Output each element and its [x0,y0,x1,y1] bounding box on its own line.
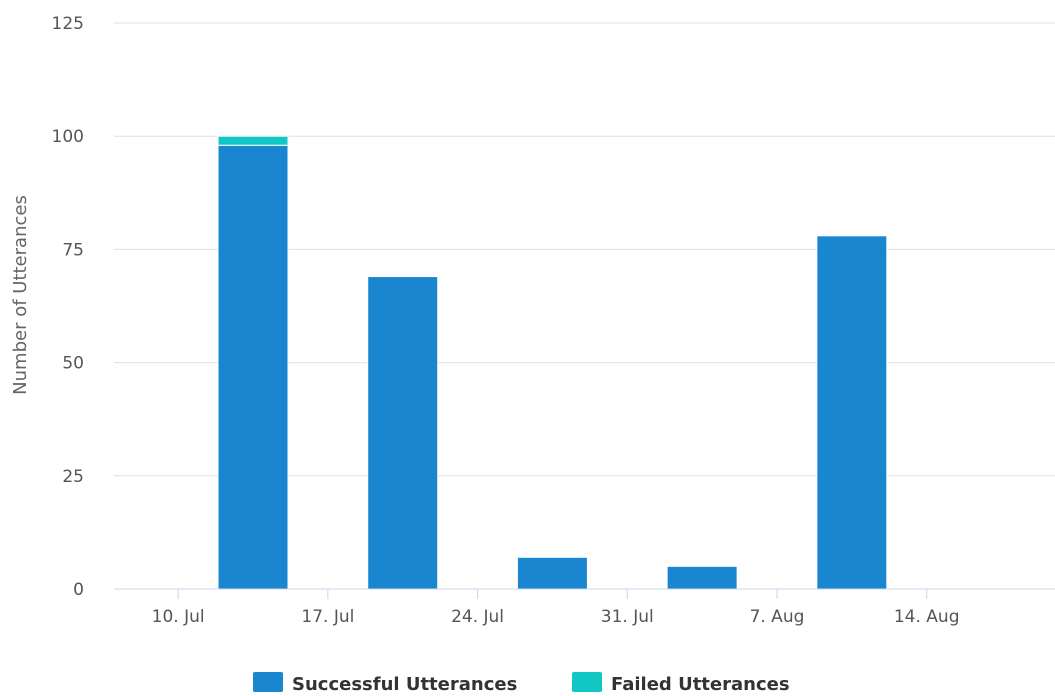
bar-successful[interactable] [217,144,289,590]
legend-swatch [253,672,283,692]
y-tick-label: 0 [73,580,84,600]
y-axis-ticks: 0 25 50 75 100 125 [52,14,84,600]
legend-label: Successful Utterances [292,674,517,695]
bar-successful[interactable] [816,235,888,590]
y-tick-label: 25 [62,467,84,487]
x-tick-label: 31. Jul [601,607,654,627]
x-tick-label: 24. Jul [451,607,504,627]
y-tick-label: 100 [52,127,84,147]
bar-successful[interactable] [367,276,439,590]
legend: Successful Utterances Failed Utterances [253,672,790,695]
y-tick-label: 50 [62,354,84,374]
bar-successful[interactable] [666,565,738,590]
y-tick-label: 125 [52,14,84,34]
x-axis: 10. Jul 17. Jul 24. Jul 31. Jul 7. Aug 14. Au… [114,588,1055,627]
legend-item[interactable]: Successful Utterances [253,672,517,695]
y-tick-label: 75 [62,240,84,260]
legend-label: Failed Utterances [611,674,790,695]
bar-successful[interactable] [516,556,588,590]
legend-swatch [572,672,602,692]
x-tick-label: 10. Jul [152,607,205,627]
x-tick-label: 7. Aug [750,607,805,627]
x-tick-label: 17. Jul [301,607,354,627]
x-tick-label: 14. Aug [894,607,960,627]
bar-failed[interactable] [217,135,289,146]
bar-series [217,135,888,590]
y-axis-title: Number of Utterances [10,195,31,395]
legend-item[interactable]: Failed Utterances [572,672,790,695]
